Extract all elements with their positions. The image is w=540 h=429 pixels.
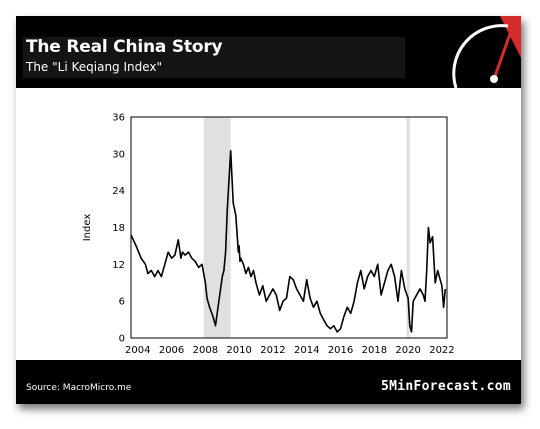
y-tick-label: 30 [112, 149, 125, 160]
header-bar: The Real China Story The "Li Keqiang Ind… [16, 16, 521, 88]
x-tick-label: 2022 [429, 345, 454, 356]
shaded-period-1 [406, 117, 410, 338]
y-axis-label: Index [82, 214, 93, 242]
title-box [23, 37, 405, 78]
plot-frame [130, 116, 448, 339]
y-tick-label: 0 [119, 334, 125, 345]
y-tick-label: 36 [112, 113, 125, 124]
brand-link[interactable]: 5MinForecast.com [380, 379, 511, 394]
x-tick-label: 2012 [260, 345, 285, 356]
x-tick-label: 2004 [125, 345, 150, 356]
logo-dial-arc [452, 24, 509, 88]
chart-card: The Real China Story The "Li Keqiang Ind… [16, 16, 521, 404]
x-tick-label: 2016 [328, 345, 353, 356]
x-tick-label: 2008 [193, 345, 218, 356]
x-tick-label: 2014 [294, 345, 319, 356]
x-tick-label: 2020 [395, 345, 420, 356]
logo-needle [492, 33, 512, 80]
line-chart: 0 6 12 18 24 30 36 2004 2006 2008 2010 2012 2014 201… [82, 113, 455, 357]
x-tick-label: 2010 [226, 345, 251, 356]
chart-subtitle: The "Li Keqiang Index" [26, 60, 163, 74]
series-line-li-keqiang-index [130, 150, 447, 333]
speedometer-logo-icon [452, 16, 521, 88]
x-tick-label: 2018 [362, 345, 387, 356]
source-credit: Source: MacroMicro.me [26, 383, 132, 393]
chart-title: The Real China Story [26, 37, 223, 57]
y-tick-label: 24 [112, 186, 125, 197]
y-tick-label: 6 [119, 297, 125, 308]
y-tick-label: 12 [112, 260, 125, 271]
x-tick-label: 2006 [159, 345, 184, 356]
footer-bar: Source: MacroMicro.me 5MinForecast.com [16, 360, 521, 404]
logo-hub [490, 75, 498, 83]
y-tick-label: 18 [112, 223, 125, 234]
